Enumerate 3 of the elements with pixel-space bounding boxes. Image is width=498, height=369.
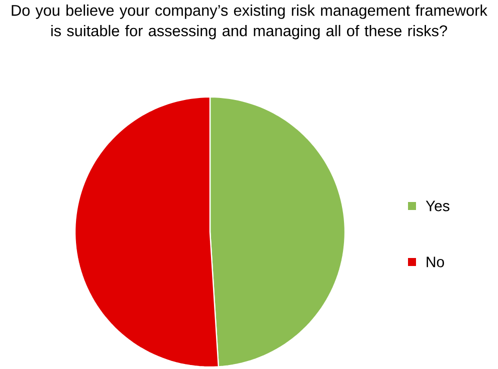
legend-label: No xyxy=(426,256,444,268)
chart-title: Do you believe your company’s existing risk management framework is suitable for assessing and managing all of these risks? xyxy=(12,4,488,40)
legend-label: Yes xyxy=(426,200,450,212)
